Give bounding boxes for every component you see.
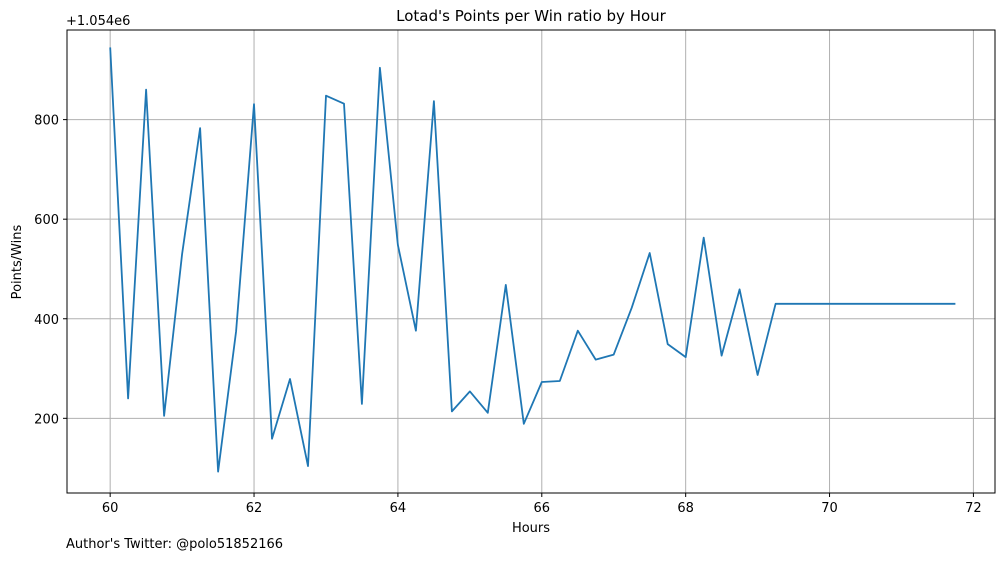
x-tick-label: 70 [821,501,838,516]
x-axis-label: Hours [512,521,550,536]
y-tick-label: 600 [34,213,59,228]
series-line [109,47,956,473]
author-credit: Author's Twitter: @polo51852166 [66,537,284,552]
chart-title: Lotad's Points per Win ratio by Hour [396,7,667,25]
y-axis-label: Points/Wins [10,224,25,299]
series-layer [109,47,956,473]
x-tick-label: 66 [534,501,551,516]
x-tick-label: 64 [390,501,407,516]
y-axis: 200 400 600 800 [34,114,67,427]
y-tick-label: 200 [34,412,59,427]
y-offset-label: +1.054e6 [66,14,130,29]
plot-frame [66,29,996,494]
x-tick-label: 62 [246,501,263,516]
x-axis: 60 62 64 66 68 70 72 [102,493,982,516]
y-tick-label: 400 [34,313,59,328]
x-tick-label: 72 [965,501,982,516]
y-tick-label: 800 [34,114,59,129]
x-tick-label: 68 [677,501,694,516]
x-tick-label: 60 [102,501,119,516]
